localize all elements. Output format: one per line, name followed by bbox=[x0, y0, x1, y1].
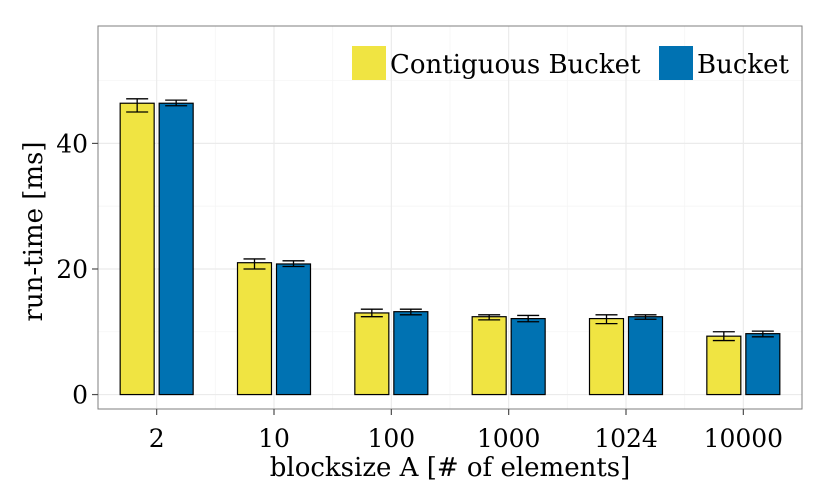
error-bar-contiguous-bucket-1024 bbox=[595, 314, 618, 325]
x-tick-label: 10000 bbox=[704, 424, 784, 453]
legend: Contiguous Bucket Bucket bbox=[352, 46, 790, 80]
bar-bucket-2 bbox=[158, 102, 194, 396]
bars bbox=[119, 102, 781, 396]
legend-key-contiguous-bucket bbox=[352, 46, 386, 80]
error-bar-bucket-1000 bbox=[517, 314, 540, 323]
bar-bucket-1000 bbox=[510, 317, 546, 396]
x-tick-label: 2 bbox=[149, 424, 165, 453]
x-tick-label: 100 bbox=[367, 424, 415, 453]
legend-key-bucket bbox=[659, 46, 693, 80]
bar-contiguous-bucket-1024 bbox=[588, 317, 625, 396]
bar-contiguous-bucket-10000 bbox=[706, 335, 742, 396]
axes: 0 20 40 2 10 100 1000 1024 10000 bbox=[56, 129, 783, 453]
y-tick-label: 20 bbox=[56, 255, 88, 284]
bar-bucket-1024 bbox=[627, 316, 664, 396]
bar-contiguous-bucket-1000 bbox=[471, 316, 507, 396]
x-axis-title: blocksize A [# of elements] bbox=[270, 453, 631, 483]
error-bar-contiguous-bucket-2 bbox=[126, 98, 149, 113]
error-bars bbox=[126, 98, 774, 342]
error-bar-bucket-1024 bbox=[634, 314, 657, 320]
legend-label-contiguous-bucket: Contiguous Bucket bbox=[390, 50, 641, 80]
grid bbox=[98, 26, 802, 409]
bar-contiguous-bucket-100 bbox=[354, 312, 390, 396]
error-bar-bucket-10 bbox=[282, 260, 305, 268]
bar-contiguous-bucket-2 bbox=[119, 102, 155, 396]
bar-bucket-10000 bbox=[745, 333, 781, 396]
error-bar-bucket-2 bbox=[165, 99, 188, 107]
x-tick-label: 1024 bbox=[594, 424, 658, 453]
y-axis-title: run-time [ms] bbox=[19, 141, 49, 321]
error-bar-bucket-10000 bbox=[751, 330, 774, 338]
x-tick-label: 10 bbox=[258, 424, 290, 453]
bar-contiguous-bucket-10 bbox=[236, 262, 273, 396]
error-bar-contiguous-bucket-10 bbox=[243, 258, 266, 270]
y-tick-label: 0 bbox=[72, 381, 88, 410]
legend-label-bucket: Bucket bbox=[697, 50, 790, 80]
x-tick-label: 1000 bbox=[477, 424, 541, 453]
bar-bucket-10 bbox=[275, 263, 312, 396]
bar-bucket-100 bbox=[393, 311, 429, 396]
error-bar-bucket-100 bbox=[399, 308, 422, 316]
error-bar-contiguous-bucket-1000 bbox=[478, 314, 501, 321]
y-tick-label: 40 bbox=[56, 129, 88, 158]
plot-panel-border bbox=[97, 25, 803, 410]
error-bar-contiguous-bucket-10000 bbox=[712, 331, 735, 342]
error-bar-contiguous-bucket-100 bbox=[360, 308, 383, 318]
